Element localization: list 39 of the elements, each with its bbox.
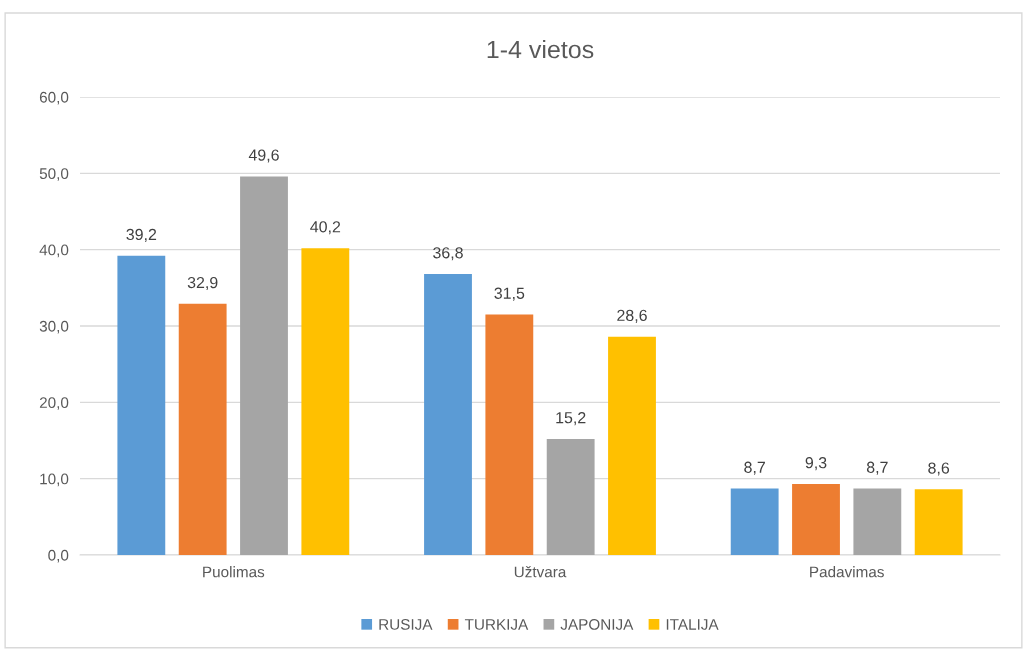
bar bbox=[117, 255, 166, 555]
legend-label: ITALIJA bbox=[666, 619, 719, 630]
y-tick-label: 50,0 bbox=[39, 168, 69, 181]
data-label: 8,7 bbox=[744, 461, 765, 475]
bar bbox=[485, 314, 534, 555]
y-tick-label: 30,0 bbox=[39, 320, 69, 334]
y-tick-label: 20,0 bbox=[39, 397, 69, 410]
bar bbox=[730, 488, 779, 555]
legend-label: RUSIJA bbox=[379, 619, 433, 630]
data-label: 40,2 bbox=[310, 221, 341, 235]
y-tick-label: 60,0 bbox=[39, 91, 69, 105]
bar bbox=[792, 484, 840, 555]
y-tick-label: 10,0 bbox=[40, 473, 69, 487]
bar bbox=[853, 488, 902, 555]
legend-label: JAPONIJA bbox=[560, 619, 634, 630]
y-tick-label: 0,0 bbox=[48, 549, 69, 563]
x-tick-label: Užtvara bbox=[514, 566, 567, 578]
bar bbox=[240, 176, 288, 555]
data-label: 8,6 bbox=[928, 462, 950, 476]
data-label: 9,3 bbox=[805, 457, 827, 471]
x-tick-label: Puolimas bbox=[203, 566, 265, 578]
bar bbox=[301, 248, 350, 555]
legend-label: TURKIJA bbox=[464, 619, 529, 630]
data-label: 49,6 bbox=[248, 149, 279, 163]
data-label: 39,2 bbox=[126, 228, 157, 242]
y-tick-label: 40,0 bbox=[39, 244, 69, 258]
bar bbox=[424, 274, 472, 555]
bar bbox=[914, 489, 963, 555]
bar bbox=[608, 336, 656, 555]
x-tick-label: Padavimas bbox=[810, 566, 884, 578]
data-label: 15,2 bbox=[556, 412, 586, 426]
data-label: 31,5 bbox=[494, 287, 525, 301]
data-label: 8,7 bbox=[866, 461, 888, 475]
data-label: 36,8 bbox=[433, 247, 463, 261]
data-label: 32,9 bbox=[187, 276, 218, 291]
data-label: 28,6 bbox=[617, 309, 647, 323]
bar bbox=[546, 438, 595, 555]
chart-title: 1-4 vietos bbox=[487, 39, 594, 59]
bar bbox=[178, 303, 227, 555]
